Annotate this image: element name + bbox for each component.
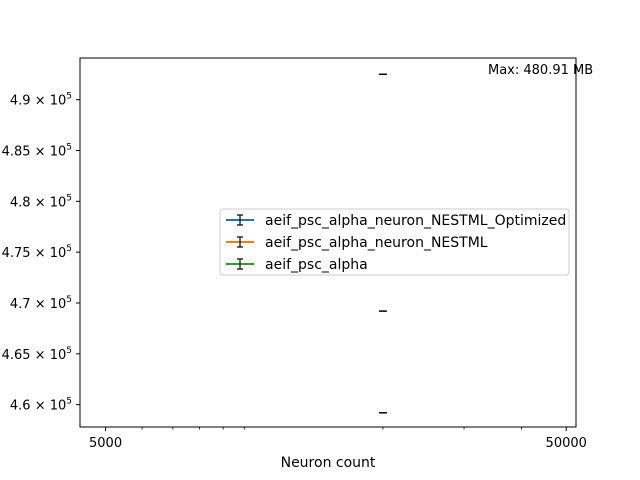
legend: aeif_psc_alpha_neuron_NESTML_Optimizedae… xyxy=(219,208,570,276)
data-markers xyxy=(378,73,387,414)
plot-frame xyxy=(79,57,577,428)
y-tick-label: 4.75 × 105 xyxy=(2,244,72,261)
x-tick-label: 50000 xyxy=(546,436,587,451)
x-axis: 5000 50000 xyxy=(89,427,587,451)
legend-box xyxy=(219,208,570,276)
x-axis-label: Neuron count xyxy=(281,455,376,471)
y-tick-label: 4.8 × 105 xyxy=(10,193,72,210)
y-tick-label: 4.9 × 105 xyxy=(10,92,72,109)
max-memory-annotation: Max: 480.91 MB xyxy=(488,63,593,78)
y-tick-label: 4.6 × 105 xyxy=(10,397,72,414)
legend-label: aeif_psc_alpha xyxy=(265,257,368,273)
legend-label: aeif_psc_alpha_neuron_NESTML xyxy=(265,235,488,251)
y-axis: 4.6 × 105 4.65 × 105 4.7 × 105 4.75 × 105 4.… xyxy=(2,92,80,414)
legend-label: aeif_psc_alpha_neuron_NESTML_Optimized xyxy=(265,213,566,229)
x-tick-label: 5000 xyxy=(89,436,122,451)
y-tick-label: 4.7 × 105 xyxy=(10,295,72,312)
y-tick-label: 4.65 × 105 xyxy=(2,346,72,363)
y-tick-label: 4.85 × 105 xyxy=(2,143,72,160)
